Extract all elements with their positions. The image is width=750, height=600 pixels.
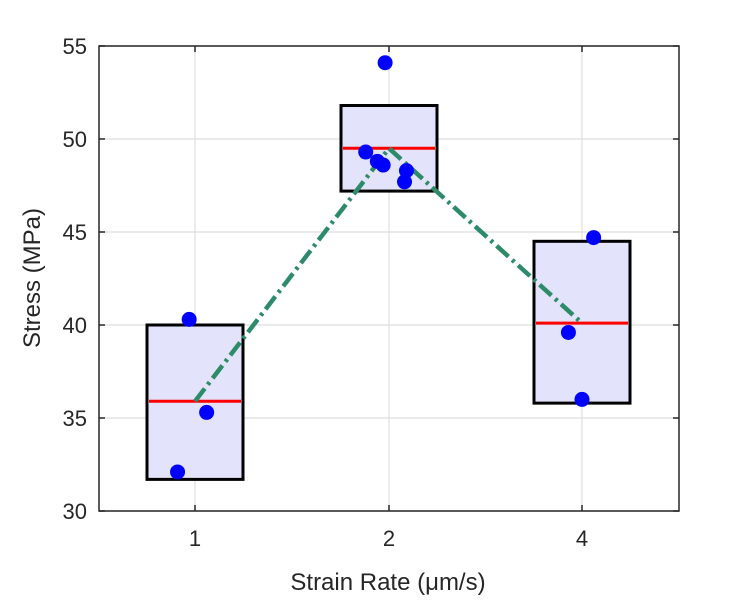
data-point (586, 230, 602, 246)
y-tick-label: 50 (63, 127, 87, 152)
boxes (145, 104, 632, 481)
data-point (170, 464, 186, 480)
data-point (560, 324, 576, 340)
axes: 30 35 40 45 50 55 1 2 4 (63, 34, 680, 551)
y-tick-label: 30 (63, 499, 87, 524)
data-point (574, 391, 590, 407)
y-axis-label: Stress (MPa) (19, 208, 46, 348)
data-point (398, 163, 414, 179)
data-point (199, 404, 215, 420)
data-point (358, 144, 374, 160)
x-tick-label: 2 (383, 526, 395, 551)
y-tick-label: 45 (63, 220, 87, 245)
x-tick-label: 4 (576, 526, 588, 551)
data-point (397, 174, 413, 190)
data-point (375, 157, 391, 173)
data-point (377, 55, 393, 71)
y-tick-label: 35 (63, 406, 87, 431)
data-points (170, 55, 602, 480)
y-tick-label: 40 (63, 313, 87, 338)
x-axis-label: Strain Rate (μm/s) (290, 569, 485, 596)
data-point (181, 311, 197, 327)
y-tick-label: 55 (63, 34, 87, 59)
x-tick-label: 1 (189, 526, 201, 551)
